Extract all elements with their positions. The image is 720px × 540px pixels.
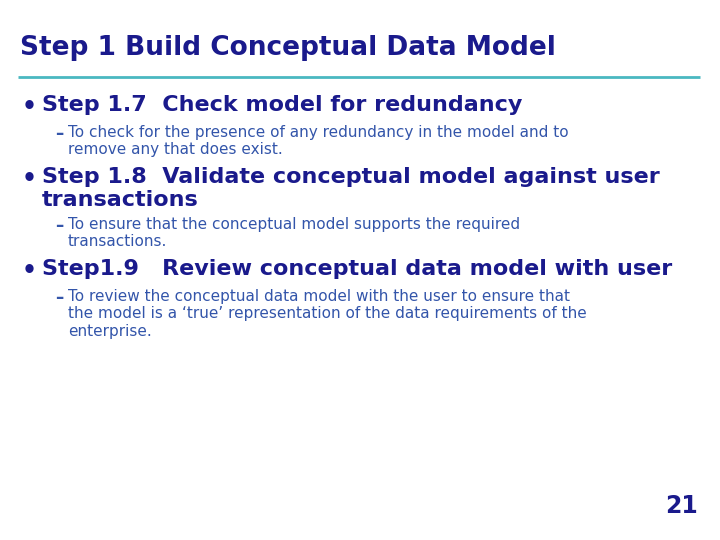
Text: Step1.9   Review conceptual data model with user: Step1.9 Review conceptual data model wit… — [42, 259, 672, 279]
Text: –: – — [55, 217, 63, 235]
Text: To review the conceptual data model with the user to ensure that
the model is a : To review the conceptual data model with… — [68, 289, 587, 339]
Text: –: – — [55, 289, 63, 307]
Text: •: • — [22, 259, 37, 283]
Text: Step 1 Build Conceptual Data Model: Step 1 Build Conceptual Data Model — [20, 35, 556, 61]
Text: Step 1.7  Check model for redundancy: Step 1.7 Check model for redundancy — [42, 95, 523, 115]
Text: 21: 21 — [665, 494, 698, 518]
Text: –: – — [55, 125, 63, 143]
Text: Step 1.8  Validate conceptual model against user
transactions: Step 1.8 Validate conceptual model again… — [42, 167, 660, 210]
Text: To ensure that the conceptual model supports the required
transactions.: To ensure that the conceptual model supp… — [68, 217, 520, 249]
Text: To check for the presence of any redundancy in the model and to
remove any that : To check for the presence of any redunda… — [68, 125, 569, 157]
Text: •: • — [22, 95, 37, 119]
Text: •: • — [22, 167, 37, 191]
